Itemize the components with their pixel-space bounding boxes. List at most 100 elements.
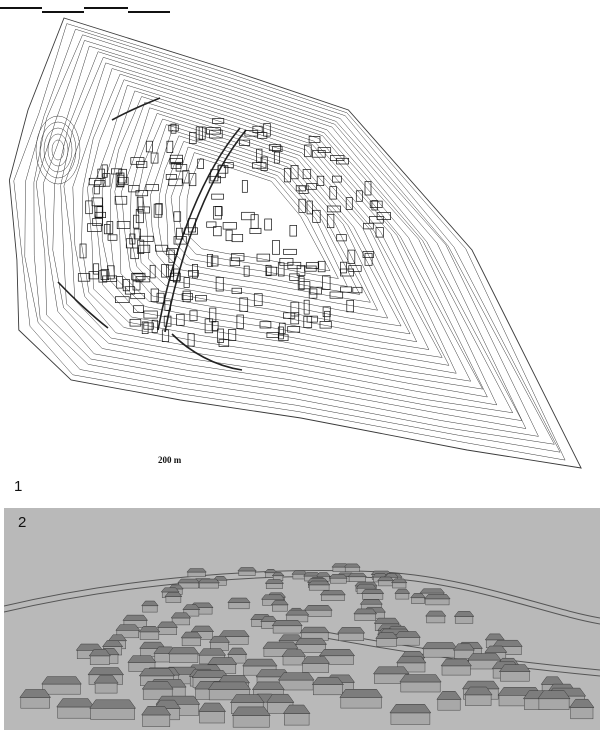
building-footprint — [184, 227, 198, 235]
building-footprint — [103, 224, 111, 235]
building-footprint — [165, 174, 177, 180]
building-footprint — [312, 150, 326, 158]
contour-line — [87, 79, 472, 382]
building-footprints — [77, 118, 391, 347]
building-footprint — [172, 268, 181, 283]
rendered-house — [410, 593, 426, 604]
building-footprint — [122, 279, 130, 292]
building-footprint — [290, 165, 299, 180]
building-footprint — [98, 270, 108, 283]
scale-label: 200 m — [158, 455, 182, 465]
contour-line — [165, 141, 361, 295]
building-footprint — [166, 248, 178, 255]
building-footprint — [264, 218, 272, 231]
building-footprint — [206, 254, 214, 267]
building-footprint — [138, 206, 150, 214]
contour-line — [72, 68, 488, 398]
building-footprint — [155, 203, 163, 216]
building-footprint — [79, 243, 87, 259]
building-footprint — [130, 293, 145, 300]
building-footprint — [228, 329, 237, 341]
building-footprint — [278, 322, 286, 334]
building-footprint — [115, 172, 125, 188]
rendered-house — [339, 689, 383, 709]
contour-line — [43, 127, 73, 173]
contour-line — [150, 129, 379, 311]
building-footprint — [316, 175, 325, 186]
panel-label-2: 2 — [18, 514, 27, 531]
contour-line — [24, 28, 561, 453]
contour-line — [170, 146, 348, 287]
rendered-house — [399, 674, 442, 693]
building-footprint — [364, 252, 373, 266]
building-footprint — [93, 184, 100, 195]
building-footprint — [125, 238, 133, 249]
road-line — [57, 281, 109, 329]
building-footprint — [129, 318, 142, 327]
building-footprint — [236, 314, 244, 329]
building-footprint — [115, 296, 130, 303]
building-footprint — [188, 218, 196, 233]
contour-line — [52, 51, 523, 422]
contour-line — [121, 107, 418, 343]
contour-line — [47, 133, 69, 167]
building-footprint — [189, 310, 198, 321]
contour-map-panel: 200 m 1 — [0, 7, 582, 495]
building-footprint — [182, 290, 191, 303]
rendered-house — [141, 681, 174, 700]
building-footprint — [210, 255, 219, 267]
building-footprint — [102, 173, 111, 187]
building-footprint — [257, 132, 268, 139]
building-footprint — [143, 322, 154, 330]
rendered-house — [395, 655, 427, 673]
building-footprint — [97, 168, 105, 179]
building-footprint — [297, 276, 305, 291]
building-footprint — [195, 295, 207, 302]
rendered-house — [227, 597, 251, 610]
building-footprint — [345, 197, 353, 210]
building-footprint — [298, 198, 306, 213]
building-footprint — [243, 265, 250, 277]
rendered-house — [390, 578, 408, 589]
building-footprint — [137, 239, 145, 254]
building-footprint — [217, 328, 224, 343]
building-footprint — [287, 326, 301, 333]
rendered-house — [141, 706, 172, 727]
contour-line — [42, 45, 527, 429]
building-footprint — [266, 266, 278, 276]
rendered-house — [537, 690, 571, 710]
rendered-house — [19, 689, 52, 709]
building-footprint — [266, 332, 280, 338]
3d-reconstruction-panel: 2 — [4, 508, 600, 730]
building-footprint — [289, 273, 300, 281]
rendered-house — [264, 579, 285, 589]
building-footprint — [188, 270, 199, 277]
contour-map — [8, 17, 582, 469]
contour-line — [179, 152, 339, 279]
building-footprint — [173, 236, 187, 245]
building-footprint — [139, 235, 154, 242]
building-footprint — [211, 321, 219, 331]
building-footprint — [250, 214, 259, 229]
building-footprint — [183, 277, 190, 288]
building-footprint — [355, 190, 363, 202]
building-footprint — [283, 312, 296, 319]
building-footprint — [217, 165, 229, 174]
building-footprint — [256, 253, 271, 262]
building-footprint — [161, 329, 170, 342]
rendered-house — [89, 699, 137, 720]
building-footprint — [279, 258, 294, 266]
building-footprint — [265, 264, 272, 277]
building-footprint — [231, 253, 245, 262]
building-footprint — [268, 144, 282, 151]
building-footprint — [259, 321, 272, 329]
building-footprint — [130, 247, 139, 260]
rendered-house — [282, 704, 311, 726]
rendered-house — [337, 627, 366, 641]
building-footprint — [329, 291, 344, 299]
rendered-house — [301, 656, 331, 673]
building-footprint — [175, 164, 188, 172]
rendered-house — [452, 643, 476, 659]
building-footprint — [375, 227, 384, 238]
rendered-house — [453, 611, 475, 624]
